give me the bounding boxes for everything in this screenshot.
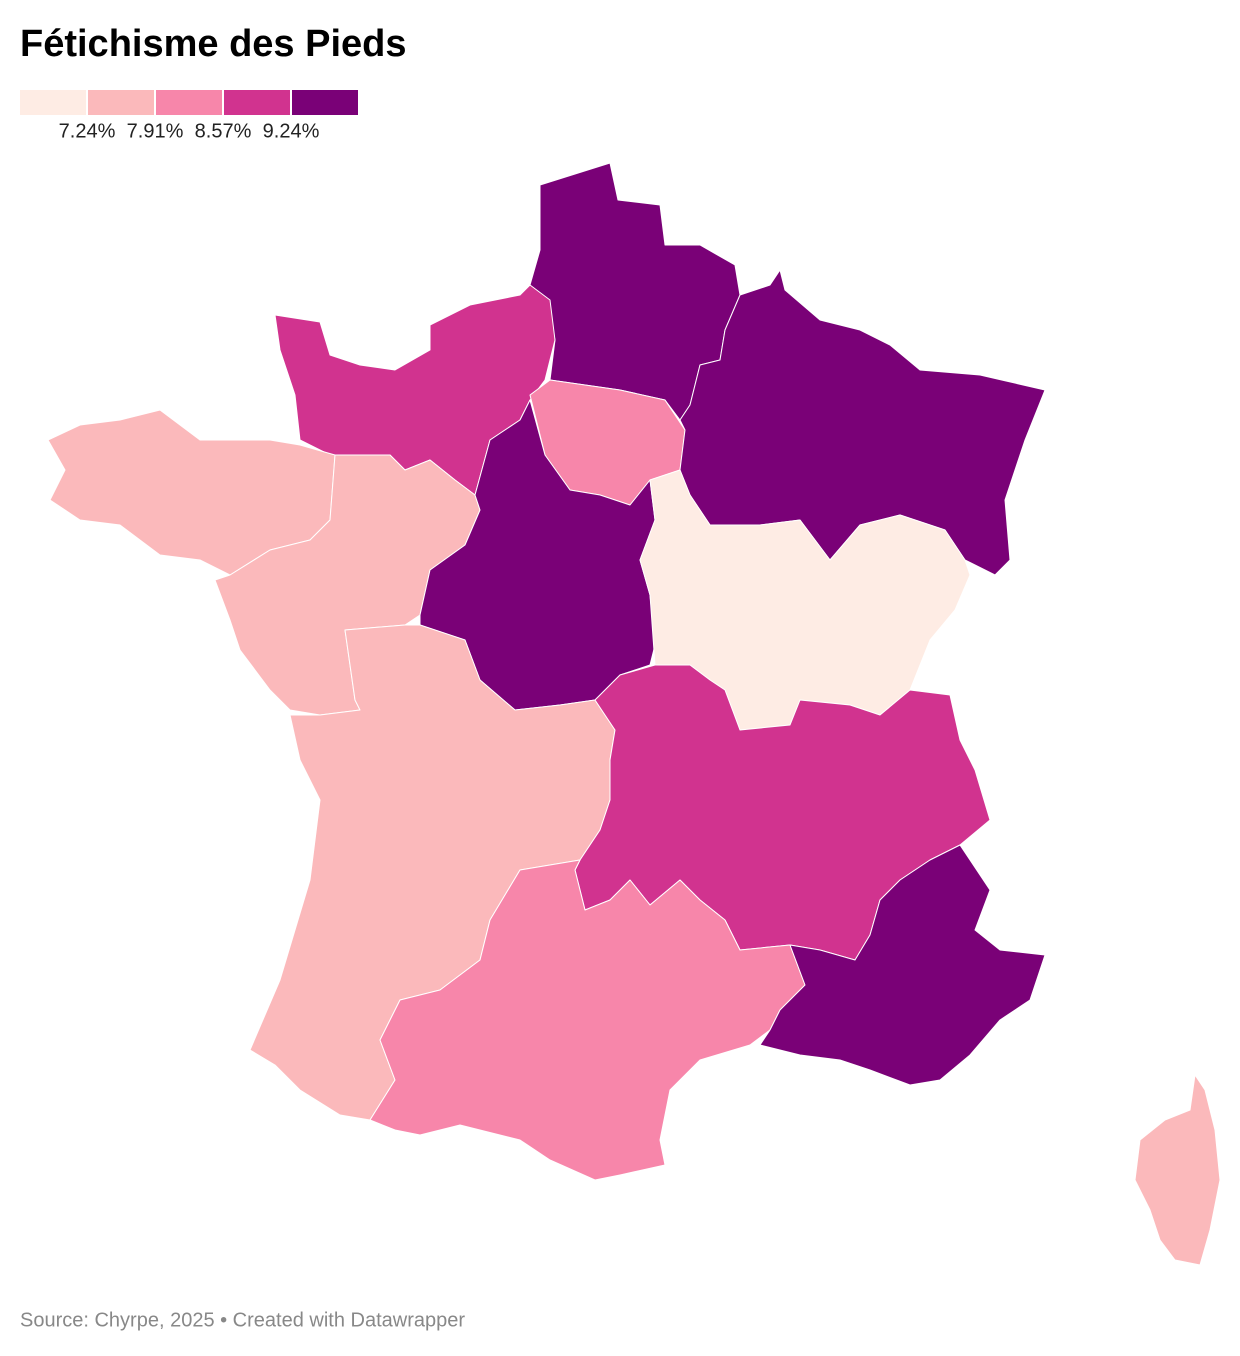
legend-label: 8.57% xyxy=(195,120,252,142)
title: Fétichisme des Pieds xyxy=(20,23,407,65)
legend-label: 7.91% xyxy=(127,120,184,142)
legend-swatch xyxy=(88,90,154,115)
legend-swatch xyxy=(292,90,358,115)
region xyxy=(369,859,806,1181)
legend-swatch xyxy=(224,90,290,115)
legend-swatch xyxy=(156,90,222,115)
footer: Source: Chyrpe, 2025 • Created with Data… xyxy=(20,1309,465,1331)
legend: 7.24% 7.91% 8.57% 9.24% xyxy=(20,90,358,142)
regions xyxy=(47,162,1221,1266)
legend-swatch xyxy=(20,90,86,115)
region xyxy=(759,844,1046,1086)
legend-label: 7.24% xyxy=(59,120,116,142)
legend-label: 9.24% xyxy=(263,120,320,142)
region xyxy=(1134,1074,1221,1266)
region xyxy=(419,399,656,711)
